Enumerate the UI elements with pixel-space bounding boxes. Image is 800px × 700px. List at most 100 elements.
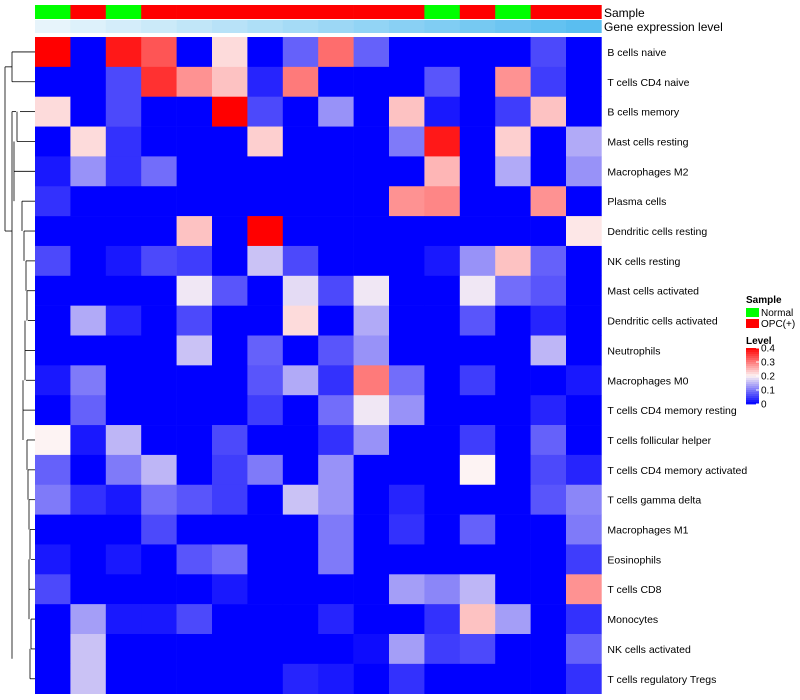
heatmap-cell xyxy=(176,663,213,694)
heatmap-cell xyxy=(389,186,425,217)
row-label: Dendritic cells resting xyxy=(607,226,707,238)
heatmap-cell xyxy=(459,186,496,217)
heatmap-cell xyxy=(424,544,461,575)
heatmap-cell xyxy=(318,454,354,486)
heatmap-cell xyxy=(530,395,567,426)
expression-annotation-cell xyxy=(459,20,496,33)
legend-colorbar-segment xyxy=(746,348,759,351)
heatmap-cell xyxy=(495,484,531,515)
heatmap-cell xyxy=(318,335,354,366)
heatmap-cell xyxy=(247,365,284,396)
heatmap-cell xyxy=(566,216,602,247)
heatmap-cell xyxy=(353,126,390,157)
heatmap-cell xyxy=(105,96,142,127)
heatmap-cell xyxy=(495,425,531,456)
heatmap-cell xyxy=(318,96,354,127)
heatmap-cell xyxy=(247,275,284,306)
heatmap-cell xyxy=(459,156,496,187)
heatmap-cell xyxy=(141,305,177,336)
heatmap-cell xyxy=(530,634,567,665)
heatmap-cell xyxy=(282,305,319,336)
heatmap-cell xyxy=(282,544,319,575)
heatmap-cell xyxy=(282,454,319,486)
heatmap-cell xyxy=(70,514,107,545)
heatmap-cell xyxy=(424,126,461,157)
heatmap-cell xyxy=(530,37,567,68)
heatmap-cell xyxy=(212,454,248,486)
heatmap-cell xyxy=(318,365,354,396)
legend-colorbar-segment xyxy=(746,390,759,393)
heatmap-cell xyxy=(530,365,567,396)
heatmap-cell xyxy=(353,305,390,336)
heatmap-cell xyxy=(141,484,177,515)
row-label: Macrophages M1 xyxy=(607,525,688,537)
heatmap-cell xyxy=(212,484,248,515)
heatmap-cell xyxy=(141,574,177,605)
legend-colorbar-segment xyxy=(746,382,759,385)
heatmap-cell xyxy=(282,634,319,665)
heatmap-cell xyxy=(176,66,213,97)
heatmap-cell xyxy=(176,305,213,336)
heatmap-cell xyxy=(353,514,390,545)
heatmap-cell xyxy=(566,395,602,426)
expression-annotation-label: Gene expression level xyxy=(604,20,723,34)
heatmap-cell xyxy=(105,156,142,187)
row-label: NK cells resting xyxy=(607,256,680,268)
heatmap-cell xyxy=(282,425,319,456)
heatmap-cell xyxy=(389,634,425,665)
heatmap-cell xyxy=(35,544,71,575)
heatmap-cell xyxy=(566,484,602,515)
row-label: T cells CD4 naive xyxy=(607,77,689,89)
heatmap-cell xyxy=(35,156,71,187)
heatmap-cell xyxy=(318,156,354,187)
heatmap-cell xyxy=(212,425,248,456)
heatmap-cell xyxy=(530,275,567,306)
expression-annotation-cell xyxy=(530,20,567,33)
heatmap-cell xyxy=(105,395,142,426)
expression-annotation-cell xyxy=(105,20,142,33)
heatmap-cell xyxy=(530,514,567,545)
heatmap-cell xyxy=(459,275,496,306)
heatmap-cell xyxy=(141,425,177,456)
heatmap-cell xyxy=(212,156,248,187)
heatmap-cell xyxy=(566,454,602,486)
heatmap-cell xyxy=(176,365,213,396)
heatmap-cell xyxy=(495,305,531,336)
heatmap-cell xyxy=(318,663,354,694)
legend-colorbar-segment xyxy=(746,398,759,401)
heatmap-cell xyxy=(530,186,567,217)
heatmap-cell xyxy=(35,514,71,545)
heatmap-cell xyxy=(70,66,107,97)
legend-colorbar-segment xyxy=(746,356,759,359)
heatmap-cell xyxy=(424,156,461,187)
heatmap-cell xyxy=(566,335,602,366)
heatmap-cell xyxy=(353,275,390,306)
legend-colorbar-segment xyxy=(746,392,759,395)
heatmap-cell xyxy=(424,245,461,277)
heatmap-cell xyxy=(459,245,496,277)
legend-level-title: Level xyxy=(746,336,772,347)
heatmap-cell xyxy=(176,395,213,426)
legend-level-ticks: 0.4 0.3 0.2 0.1 0 xyxy=(756,344,775,411)
heatmap-cell xyxy=(530,484,567,515)
legend: Sample Normal OPC(+) Level 0.4 0.3 0.2 0.1 0 xyxy=(746,295,795,411)
heatmap-cell xyxy=(459,514,496,545)
heatmap-cell xyxy=(141,156,177,187)
expression-annotation-cell xyxy=(318,20,354,33)
heatmap-cell xyxy=(70,425,107,456)
heatmap-cell xyxy=(247,156,284,187)
heatmap-cell xyxy=(318,514,354,545)
heatmap-cell xyxy=(105,484,142,515)
row-label: Macrophages M0 xyxy=(607,375,688,387)
sample-annotation-cell xyxy=(318,5,354,19)
heatmap-cell xyxy=(424,96,461,127)
heatmap-cell xyxy=(389,96,425,127)
heatmap-cell xyxy=(212,275,248,306)
heatmap-cell xyxy=(389,663,425,694)
heatmap-cell xyxy=(212,37,248,68)
heatmap-cell xyxy=(459,484,496,515)
legend-colorbar-segment xyxy=(746,378,759,381)
heatmap-cell xyxy=(247,484,284,515)
heatmap-cell xyxy=(495,395,531,426)
legend-colorbar-segment xyxy=(746,394,759,397)
